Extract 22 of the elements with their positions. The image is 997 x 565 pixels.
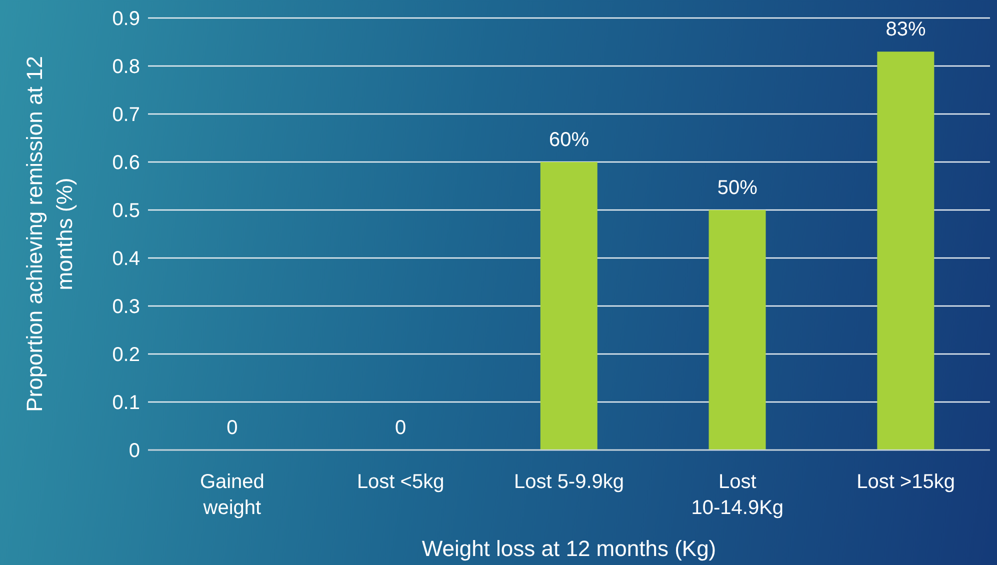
x-tick-label: Lost <5kg (356, 471, 444, 493)
y-axis-title: Proportion achieving remission at 12 months (%) (22, 56, 77, 412)
y-tick-label: 0.2 (112, 344, 140, 366)
data-label: 83% (886, 18, 926, 41)
y-tick-label: 0.5 (112, 200, 140, 222)
y-tick-label: 0 (128, 440, 140, 462)
x-tick-label: Gained weight (200, 471, 264, 519)
data-label: 60% (548, 129, 590, 151)
y-tick-label: 0.3 (112, 296, 140, 318)
data-label: 0 (226, 417, 238, 439)
data-label: 50% (717, 177, 758, 199)
x-tick-label: Lost >15kg (856, 471, 956, 493)
y-tick-label: 0.9 (112, 8, 140, 30)
y-tick-label: 0.7 (112, 104, 140, 126)
y-tick-label: 0.6 (112, 152, 140, 174)
data-label: 0 (395, 417, 406, 439)
x-tick-label: Lost 5-9.9kg (514, 471, 624, 493)
x-tick-label: Lost 10-14.9Kg (691, 471, 784, 519)
y-tick-label: 0.4 (112, 248, 140, 270)
y-tick-label: 0.1 (112, 392, 140, 414)
x-axis-title: Weight loss at 12 months (Kg) (422, 536, 716, 561)
y-tick-label: 0.8 (112, 56, 140, 78)
